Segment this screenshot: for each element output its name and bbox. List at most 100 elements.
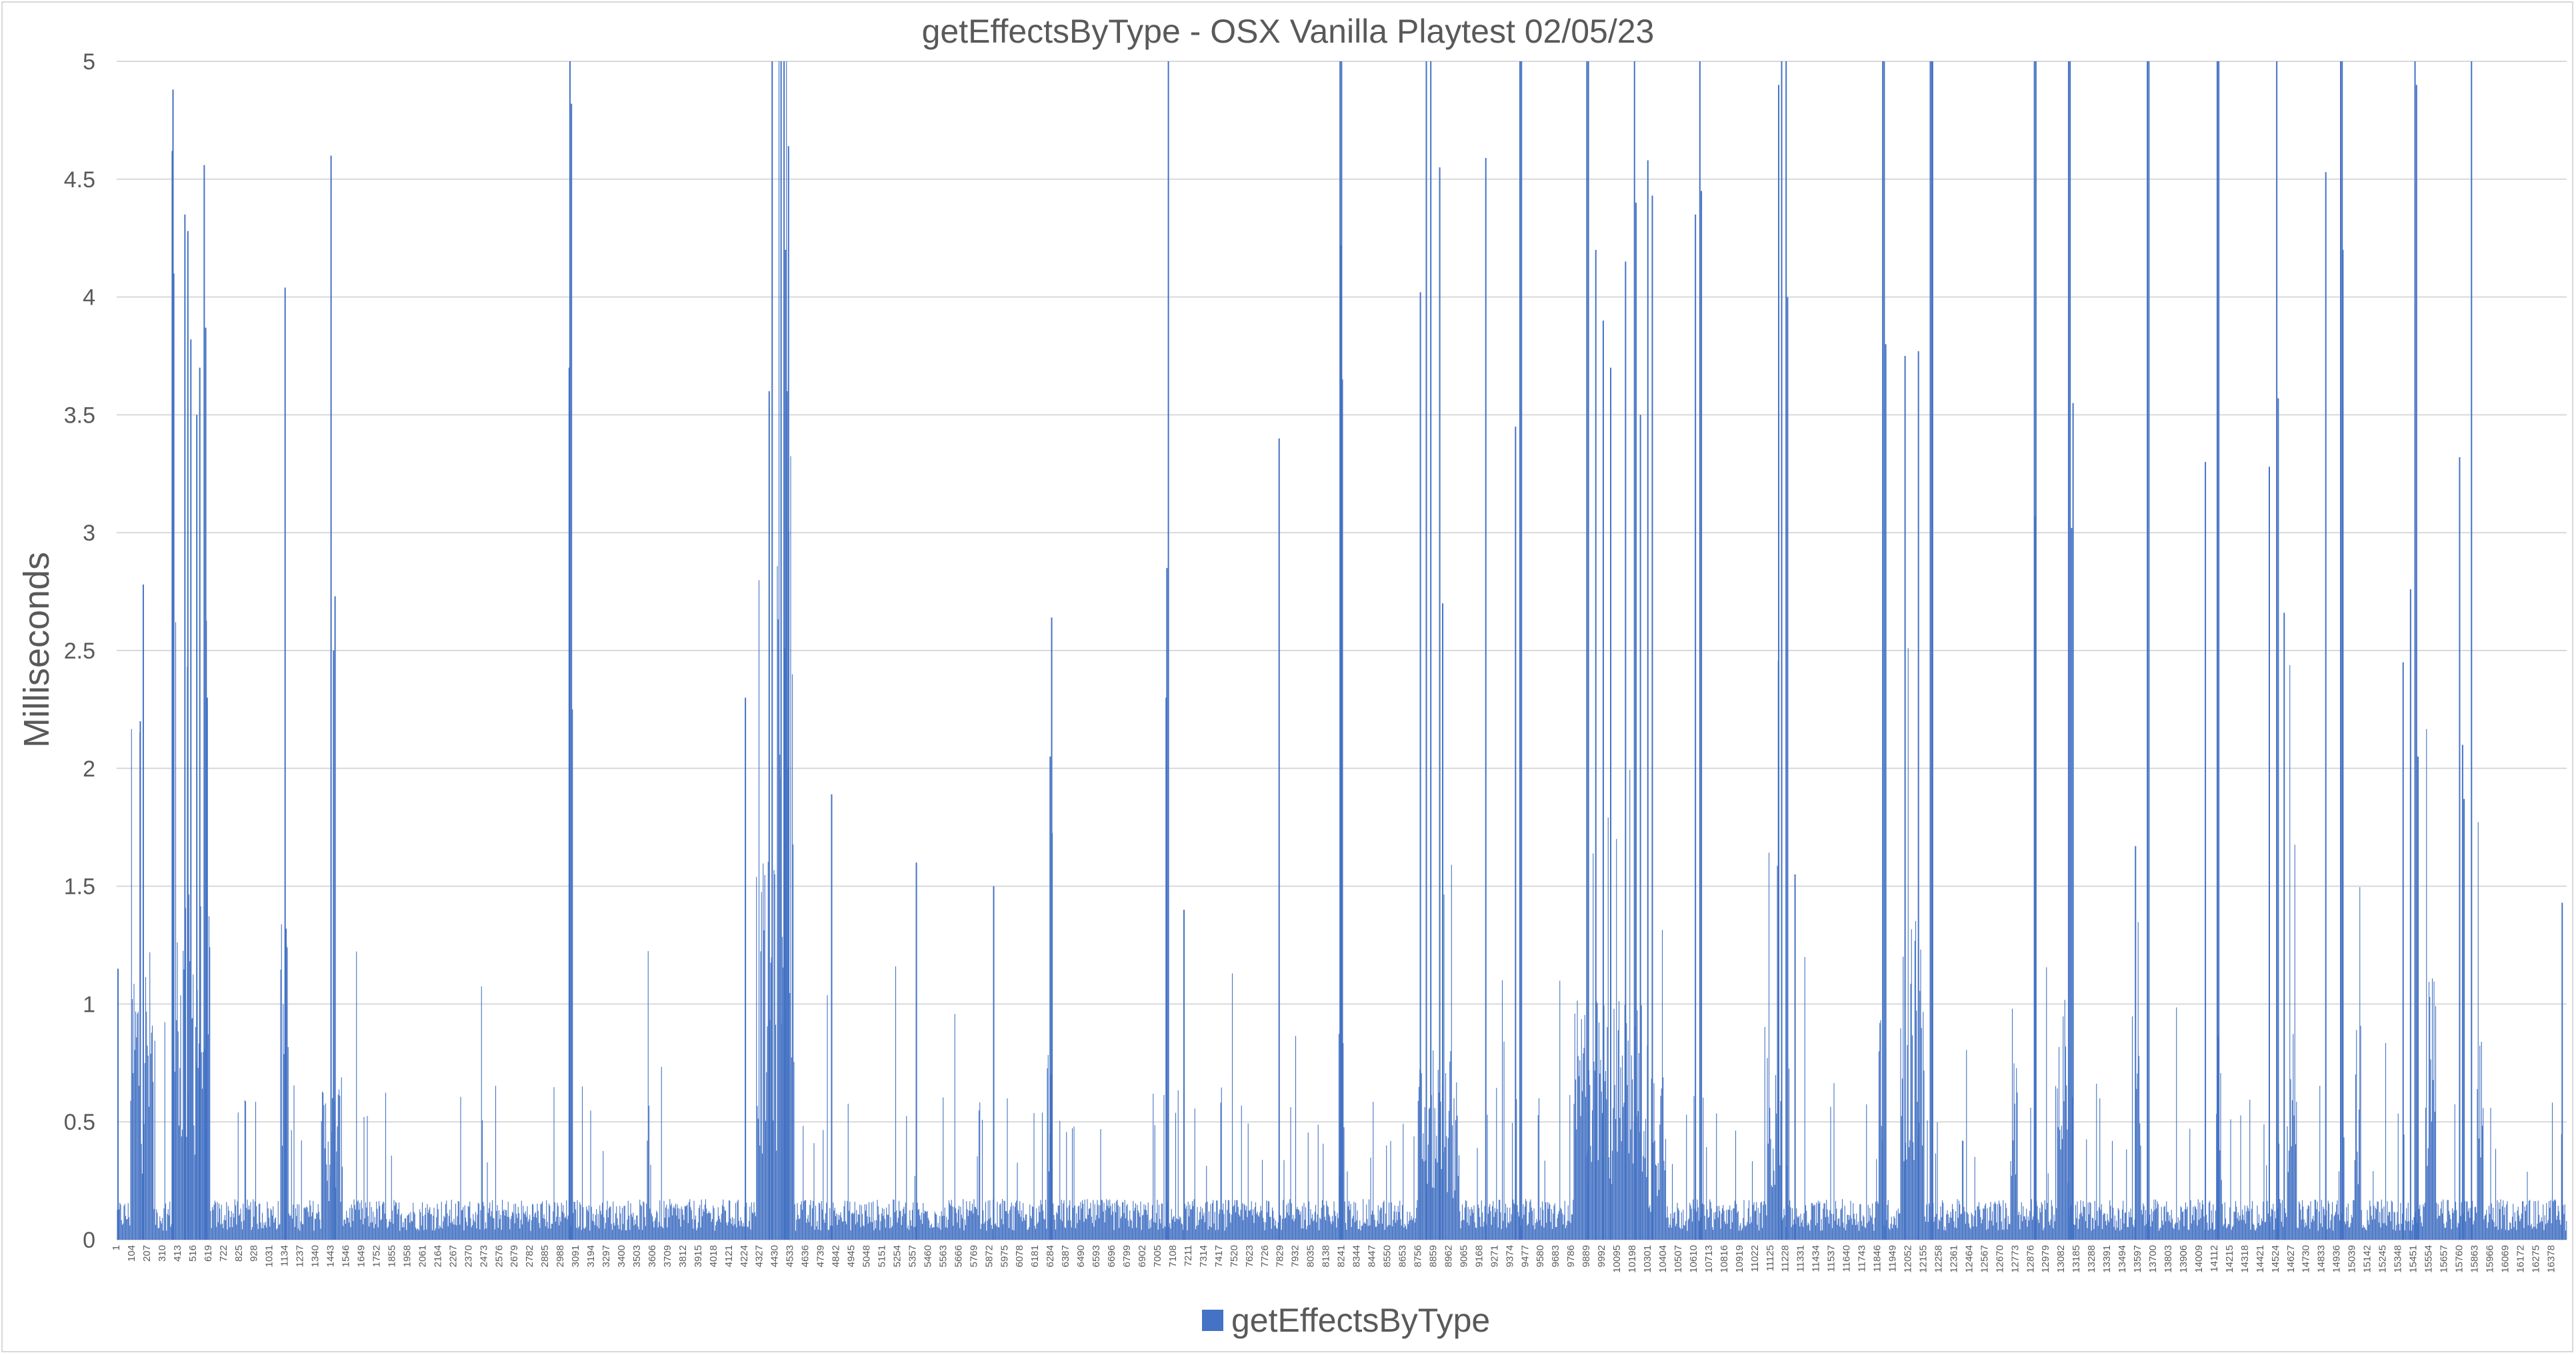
x-tick-label: 3606 — [647, 1245, 658, 1267]
x-tick-label: 6799 — [1121, 1245, 1133, 1267]
x-tick-label: 16172 — [2515, 1245, 2526, 1273]
x-tick-label: 9065 — [1458, 1245, 1469, 1267]
x-tick-label: 10301 — [1642, 1245, 1653, 1273]
x-tick-label: 4842 — [831, 1245, 842, 1267]
x-tick-label: 13597 — [2132, 1245, 2143, 1273]
x-tick-label: 15142 — [2362, 1245, 2373, 1273]
x-tick-label: 12773 — [2009, 1245, 2021, 1273]
x-tick-label: 6696 — [1106, 1245, 1117, 1267]
y-tick-label: 0 — [83, 1228, 95, 1253]
x-tick-label: 14524 — [2270, 1245, 2281, 1273]
x-tick-label: 15451 — [2408, 1245, 2419, 1273]
x-tick-label: 14215 — [2224, 1245, 2235, 1273]
x-tick-label: 2473 — [478, 1245, 489, 1267]
x-tick-label: 10713 — [1703, 1245, 1715, 1273]
x-tick-label: 7829 — [1275, 1245, 1286, 1267]
x-tick-label: 3709 — [662, 1245, 673, 1267]
x-tick-labels: 1 104 207 310 413 516 619 722 825 928 1031 1134 1237… — [111, 1245, 2557, 1273]
x-tick-label: 8241 — [1336, 1245, 1347, 1267]
data-bars — [117, 61, 2567, 1240]
x-tick-label: 6284 — [1045, 1245, 1056, 1267]
x-tick-label: 2267 — [447, 1245, 459, 1267]
x-tick-label: 15039 — [2347, 1245, 2358, 1273]
x-tick-label: 11331 — [1795, 1245, 1807, 1272]
x-tick-label: 9271 — [1489, 1245, 1500, 1267]
chart-title: getEffectsByType - OSX Vanilla Playtest … — [921, 13, 1655, 50]
x-tick-label: 15348 — [2393, 1245, 2404, 1273]
x-tick-label: 4018 — [708, 1245, 719, 1267]
x-tick-label: 413 — [172, 1245, 183, 1262]
x-tick-label: 11949 — [1887, 1245, 1899, 1272]
x-tick-label: 9683 — [1550, 1245, 1561, 1267]
x-tick-label: 13391 — [2101, 1245, 2113, 1273]
x-tick-label: 3297 — [601, 1245, 612, 1267]
x-tick-label: 16275 — [2530, 1245, 2541, 1273]
x-tick-label: 207 — [141, 1245, 153, 1262]
x-tick-label: 15966 — [2484, 1245, 2495, 1273]
x-tick-label: 7108 — [1167, 1245, 1179, 1267]
x-tick-label: 7211 — [1183, 1245, 1194, 1266]
x-tick-label: 4430 — [769, 1245, 781, 1267]
x-tick-label: 8138 — [1321, 1245, 1332, 1267]
x-tick-label: 6181 — [1029, 1245, 1041, 1267]
x-tick-label: 12979 — [2040, 1245, 2051, 1273]
x-tick-label: 7417 — [1213, 1245, 1225, 1267]
x-tick-label: 12258 — [1933, 1245, 1944, 1273]
x-tick-label: 722 — [218, 1245, 229, 1262]
x-tick-label: 6902 — [1137, 1245, 1148, 1267]
legend-swatch — [1202, 1310, 1223, 1331]
x-tick-label: 7932 — [1290, 1245, 1301, 1267]
x-tick-label: 4945 — [846, 1245, 857, 1267]
x-tick-label: 9477 — [1519, 1245, 1531, 1267]
x-tick-label: 15863 — [2469, 1245, 2480, 1273]
x-tick-label: 14112 — [2209, 1245, 2220, 1272]
x-tick-label: 5048 — [861, 1245, 873, 1267]
x-tick-label: 15657 — [2438, 1245, 2449, 1273]
x-tick-label: 14009 — [2193, 1245, 2205, 1273]
x-tick-label: 9889 — [1581, 1245, 1592, 1267]
x-tick-label: 14318 — [2239, 1245, 2251, 1273]
x-tick-label: 7314 — [1198, 1245, 1209, 1267]
x-tick-label: 1752 — [371, 1245, 382, 1267]
x-tick-label: 13906 — [2178, 1245, 2189, 1273]
x-tick-label: 12155 — [1917, 1245, 1929, 1273]
y-tick-label: 1.5 — [64, 874, 95, 900]
x-tick-label: 3812 — [677, 1245, 689, 1267]
x-tick-label: 5460 — [922, 1245, 933, 1267]
x-tick-label: 1237 — [295, 1245, 306, 1267]
x-tick-label: 13185 — [2071, 1245, 2082, 1273]
y-tick-label: 5 — [83, 49, 95, 75]
x-tick-label: 9580 — [1535, 1245, 1546, 1267]
x-tick-label: 9168 — [1473, 1245, 1485, 1267]
x-tick-label: 14627 — [2285, 1245, 2297, 1273]
x-tick-label: 7520 — [1229, 1245, 1240, 1267]
x-tick-label: 5151 — [877, 1245, 888, 1267]
x-tick-label: 3400 — [616, 1245, 627, 1267]
x-tick-label: 8962 — [1443, 1245, 1454, 1267]
y-tick-label: 1 — [83, 992, 95, 1017]
x-tick-label: 1649 — [356, 1245, 367, 1267]
x-tick-label: 14936 — [2331, 1245, 2343, 1273]
x-tick-label: 5666 — [953, 1245, 964, 1267]
x-tick-label: 11434 — [1811, 1245, 1822, 1272]
x-tick-label: 310 — [157, 1245, 168, 1262]
x-tick-label: 2782 — [524, 1245, 535, 1267]
x-tick-label: 10507 — [1673, 1245, 1684, 1273]
x-tick-label: 5254 — [891, 1245, 903, 1267]
x-tick-label: 1443 — [325, 1245, 337, 1267]
x-tick-label: 3915 — [693, 1245, 704, 1267]
x-tick-label: 11846 — [1872, 1245, 1883, 1272]
x-tick-label: 15760 — [2453, 1245, 2465, 1273]
x-tick-label: 4739 — [815, 1245, 827, 1267]
x-tick-label: 6078 — [1014, 1245, 1025, 1267]
x-tick-label: 2988 — [555, 1245, 566, 1267]
x-tick-label: 7623 — [1244, 1245, 1255, 1267]
y-tick-label: 0.5 — [64, 1110, 95, 1135]
x-tick-label: 10610 — [1688, 1245, 1699, 1273]
x-tick-label: 8550 — [1382, 1245, 1393, 1267]
x-tick-label: 3194 — [585, 1245, 597, 1267]
x-tick-label: 8756 — [1412, 1245, 1423, 1267]
x-tick-label: 1958 — [401, 1245, 413, 1267]
x-tick-label: 8447 — [1367, 1245, 1378, 1267]
